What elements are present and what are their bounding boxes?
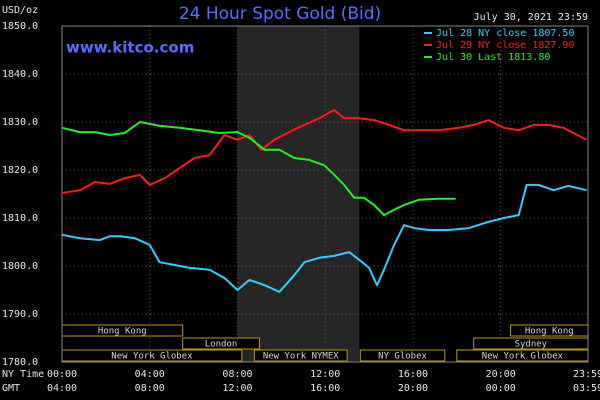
session-label: NY Globex [378, 352, 427, 362]
x-tick-label: 23:59 [573, 369, 600, 380]
plot-frame [61, 25, 589, 363]
chart-title: 24 Hour Spot Gold (Bid) [179, 4, 381, 24]
session-label: New York Globex [111, 352, 193, 362]
session-label: Hong Kong [525, 327, 574, 337]
y-tick-label: 1840.0 [2, 69, 38, 80]
y-tick-label: 1820.0 [2, 165, 38, 176]
x-tick-label: 16:00 [398, 369, 428, 380]
y-tick-label: 1780.0 [2, 357, 38, 368]
x-tick-label-gmt: 16:00 [310, 383, 340, 394]
session-label: New York Globex [482, 352, 564, 362]
price-line [61, 121, 456, 217]
x-tick-label: 08:00 [222, 369, 252, 380]
x-tick-label: 20:00 [486, 369, 516, 380]
x-tick-label-gmt: 12:00 [222, 383, 252, 394]
y-tick-label: 1850.0 [2, 21, 38, 32]
y-axis-label: USD/oz [2, 5, 38, 16]
x-tick-label-gmt: 08:00 [135, 383, 165, 394]
x-tick-label-gmt: 20:00 [398, 383, 428, 394]
x-row-label: NY Time [2, 369, 44, 380]
session-label: London [205, 340, 238, 350]
y-tick-label: 1790.0 [2, 309, 38, 320]
x-tick-label: 00:00 [47, 369, 77, 380]
price-line [61, 109, 587, 194]
y-tick-label: 1830.0 [2, 117, 38, 128]
x-tick-label-gmt: 03:59 [573, 383, 600, 394]
timestamp: July 30, 2021 23:59 [474, 12, 588, 23]
price-line [61, 183, 587, 293]
session-box [253, 349, 348, 362]
legend-label: Jul 28 NY close 1807.50 [436, 28, 574, 39]
x-tick-label: 04:00 [135, 369, 165, 380]
x-tick-label-gmt: 04:00 [47, 383, 77, 394]
x-tick-label-gmt: 00:00 [486, 383, 516, 394]
session-highlight [237, 26, 360, 362]
site-label: www.kitco.com [66, 39, 194, 57]
x-row-label: GMT [2, 383, 20, 394]
legend-label: Jul 29 NY close 1827.90 [436, 40, 574, 51]
session-label: Sydney [515, 340, 548, 350]
legend-label: Jul 30 Last 1813.80 [436, 52, 550, 63]
session-label: New York NYMEX [263, 352, 339, 362]
y-tick-label: 1810.0 [2, 213, 38, 224]
y-tick-label: 1800.0 [2, 261, 38, 272]
session-box [182, 337, 260, 350]
session-label: Hong Kong [98, 327, 147, 337]
x-tick-label: 12:00 [310, 369, 340, 380]
session-box [359, 349, 446, 362]
